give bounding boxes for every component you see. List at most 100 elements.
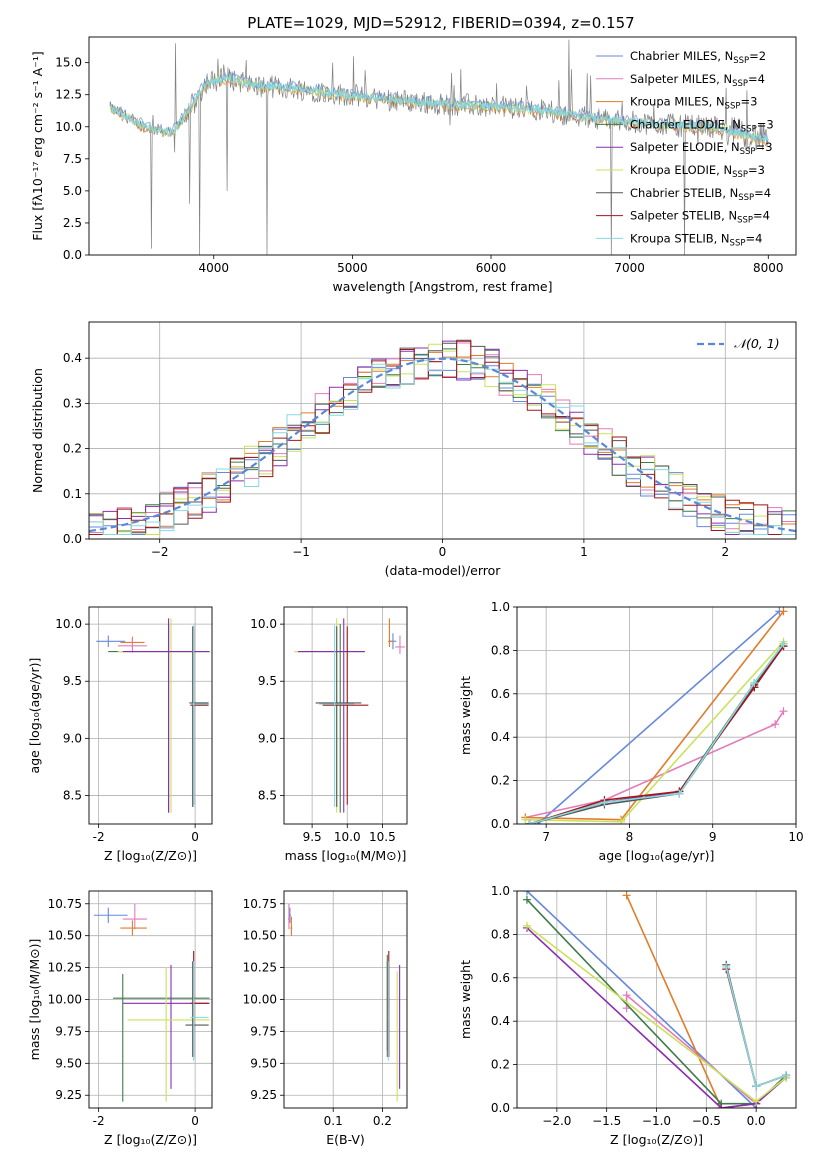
weight-line — [537, 610, 780, 824]
x-axis-label: mass [log₁₀(M/M⊙)] — [285, 848, 407, 863]
y-tick-label: 0.4 — [491, 730, 510, 744]
errorbar-point — [388, 618, 393, 647]
y-tick-label: 0.0 — [491, 1101, 510, 1115]
y-tick-label: 0.6 — [491, 687, 510, 701]
y-tick-label: 9.50 — [250, 1056, 277, 1070]
y-tick-label: 0.6 — [491, 971, 510, 985]
legend-entry-label: Salpeter MILES, NSSP=4 — [630, 72, 765, 89]
legend-entry-label: Kroupa ELODIE, NSSP=3 — [630, 163, 765, 180]
x-axis-label: Z [log₁₀(Z/Z⊙)] — [104, 848, 197, 863]
weight-marker — [752, 1082, 761, 1091]
x-tick-label: 10.0 — [334, 830, 361, 844]
x-tick-label: 8 — [626, 830, 634, 844]
x-tick-label: 8000 — [753, 261, 784, 275]
axes-frame — [88, 606, 213, 825]
grid-lines — [284, 607, 407, 824]
errorbar-point — [395, 635, 405, 654]
plot-area — [109, 39, 769, 255]
plot-area — [287, 903, 401, 1102]
weight-marker — [617, 817, 626, 824]
y-tick-label: 9.5 — [258, 674, 277, 688]
weight-marker — [525, 820, 534, 824]
y-tick-label: 10.0 — [55, 120, 82, 134]
y-tick-label: 10.50 — [48, 929, 82, 943]
weight-marker — [717, 1104, 726, 1108]
weight-marker — [779, 639, 788, 648]
y-tick-label: 0.0 — [63, 532, 82, 546]
x-tick-label: 9.5 — [303, 830, 322, 844]
errorbar-point — [190, 961, 209, 1061]
y-tick-label: 9.0 — [63, 731, 82, 745]
errorbar-point — [122, 618, 210, 813]
x-tick-label: 2 — [721, 545, 729, 559]
y-tick-label: 0.3 — [63, 396, 82, 410]
plot-area — [93, 903, 210, 1102]
x-tick-label: 5000 — [337, 261, 368, 275]
plot-area — [96, 618, 210, 813]
weight-marker — [782, 1071, 791, 1080]
x-tick-label: 1 — [580, 545, 588, 559]
y-axis-label: age [log₁₀(age/yr)] — [27, 658, 42, 774]
weight-line — [525, 710, 785, 819]
errorbar-point — [290, 916, 293, 936]
x-tick-label: 9 — [709, 830, 717, 844]
weight-marker — [600, 798, 609, 807]
x-tick-label: 0.0 — [747, 1114, 766, 1128]
y-tick-label: 10.25 — [48, 961, 82, 975]
legend-entry-label: Chabrier MILES, NSSP=2 — [630, 49, 766, 66]
errorbar-point — [294, 618, 362, 813]
y-tick-label: 10.0 — [250, 617, 277, 631]
y-tick-label: 0.8 — [491, 643, 510, 657]
grid-lines — [284, 891, 407, 1108]
errorbar-point — [122, 903, 147, 930]
y-axis-label: Flux [fλ10⁻¹⁷ erg cm⁻² s⁻¹ A⁻¹] — [30, 51, 45, 240]
legend-entry-label: 𝒩(0, 1) — [734, 336, 780, 351]
weight-marker — [622, 991, 631, 1000]
weight-marker — [722, 962, 731, 971]
y-tick-label: 9.75 — [250, 1024, 277, 1038]
x-tick-label: −1.5 — [592, 1114, 621, 1128]
y-tick-label: 7.5 — [63, 152, 82, 166]
errorbar-point — [117, 638, 147, 653]
x-axis-label: age [log₁₀(age/yr)] — [599, 848, 715, 863]
mass-vs-metallicity-panel: -2 0 9.25 9.50 9.75 10.00 10.25 10.50 10.75 Z [lo… — [27, 890, 213, 1147]
errorbar-point — [399, 965, 401, 1089]
errorbar-point — [127, 967, 210, 1102]
errorbar-point — [298, 618, 365, 813]
weight-marker — [521, 815, 530, 824]
spectrum-panel: 4000 5000 6000 7000 8000 0.0 2.5 5.0 7.5 10.0 12.5… — [30, 36, 797, 294]
x-tick-label: 4000 — [198, 261, 229, 275]
weight-marker — [522, 895, 531, 904]
errorbar-point — [189, 626, 209, 807]
legend-entry-label: Salpeter ELODIE, NSSP=3 — [630, 140, 773, 157]
y-tick-label: 10.75 — [243, 897, 277, 911]
legend-entry-label: Chabrier STELIB, NSSP=4 — [630, 186, 771, 203]
errorbar-point — [287, 903, 290, 930]
x-tick-label: -2 — [93, 1114, 105, 1128]
errorbar-point — [191, 625, 209, 807]
y-tick-label: 5.0 — [63, 184, 82, 198]
weight-marker — [750, 678, 759, 687]
weight-marker — [779, 607, 788, 616]
y-axis-label: Normed distribution — [30, 368, 45, 493]
weight-line — [526, 927, 787, 1108]
legend-entry-label: Kroupa STELIB, NSSP=4 — [630, 231, 762, 248]
y-axis-label: mass weight — [458, 676, 473, 755]
x-tick-label: 7000 — [614, 261, 645, 275]
weight-marker — [522, 891, 531, 895]
errorbar-point — [396, 971, 398, 1102]
errorbar-point — [315, 626, 362, 807]
weight-vs-age-panel: 7 8 9 10 0.0 0.2 0.4 0.6 0.8 1.0 age [log₁₀(age/yr… — [458, 600, 804, 863]
y-tick-label: 12.5 — [55, 88, 82, 102]
x-tick-label: 0 — [191, 830, 199, 844]
y-tick-label: 0.2 — [491, 774, 510, 788]
errorbar-point — [322, 626, 369, 805]
y-tick-label: 0.4 — [63, 351, 82, 365]
weight-vs-metallicity-panel: −2.0 −1.5 −1.0 −0.5 0.0 0.0 0.2 0.4 0.6 0.8 1.0 Z [… — [458, 884, 797, 1147]
legend-entry-label: Kroupa MILES, NSSP=3 — [630, 95, 757, 112]
grid-lines — [517, 606, 797, 825]
normal-reference-curve — [89, 357, 796, 533]
y-tick-label: 8.5 — [63, 788, 82, 802]
x-tick-label: 0.2 — [373, 1114, 392, 1128]
errorbar-point — [386, 961, 388, 1057]
